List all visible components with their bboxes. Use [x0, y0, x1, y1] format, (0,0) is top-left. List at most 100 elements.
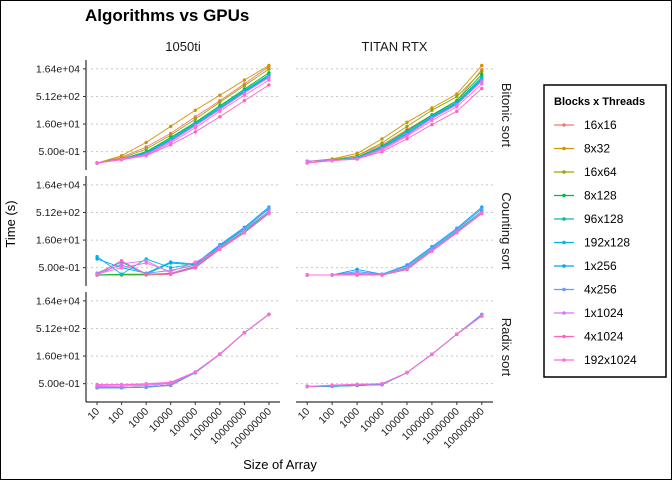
data-point-8x32 [455, 92, 459, 96]
legend-swatch-point [562, 170, 566, 174]
data-point-192x1024 [144, 153, 148, 157]
data-point-192x1024 [242, 331, 247, 335]
legend-label: 192x1024 [584, 353, 637, 367]
y-tick-label: 1.64e+04 [36, 63, 80, 75]
panel-1050ti-bitonic-sort [86, 63, 280, 165]
series-line-16x16 [96, 66, 270, 164]
legend-items: 16x16 8x32 16x64 8x128 96x128 192x128 1x256 4x2… [554, 118, 637, 367]
data-point-4x1024 [242, 99, 247, 103]
data-point-4x1024 [193, 266, 197, 270]
data-point-8x32 [405, 120, 409, 125]
data-point-4x1024 [455, 109, 459, 114]
data-point-192x1024 [430, 118, 434, 123]
data-point-192x1024 [242, 93, 247, 97]
series-line-192x1024 [307, 213, 483, 276]
data-point-192x1024 [144, 261, 148, 265]
legend-swatch-point [562, 217, 566, 221]
data-point-16x64 [405, 124, 409, 129]
series-line-1x256 [96, 206, 270, 274]
series-line-96x128 [96, 210, 270, 275]
legend-swatch-point [562, 193, 566, 198]
data-point-1x1024 [267, 75, 271, 80]
data-point-16x64 [144, 147, 148, 151]
data-point-8x32 [169, 124, 173, 129]
data-point-4x1024 [119, 259, 124, 263]
data-point-192x1024 [119, 382, 124, 387]
data-point-8x32 [119, 154, 124, 158]
series-line-8x32 [307, 65, 483, 162]
data-point-192x1024 [267, 312, 271, 317]
legend-label: 1x1024 [584, 306, 624, 320]
facet-label-radix-sort: Radix sort [499, 318, 514, 377]
data-point-192x1024 [380, 273, 384, 277]
data-point-192x1024 [330, 273, 334, 277]
data-point-1x256 [95, 257, 99, 261]
data-point-16x64 [480, 69, 484, 74]
data-point-192x1024 [193, 370, 197, 374]
legend-title: Blocks x Threads [554, 96, 645, 108]
data-point-192x1024 [305, 273, 309, 277]
data-point-8x32 [193, 108, 197, 113]
data-point-192x1024 [355, 382, 359, 386]
data-point-4x1024 [144, 272, 148, 276]
panel-1050ti-counting-sort [86, 184, 280, 277]
data-point-192x1024 [330, 383, 334, 387]
data-point-192x128 [169, 266, 173, 270]
data-point-8x32 [267, 63, 271, 68]
panel-titan-rtx-radix-sort [296, 300, 493, 389]
facet-label-counting-sort: Counting sort [499, 192, 514, 270]
data-point-192x1024 [405, 370, 409, 375]
legend-swatch-point [562, 334, 566, 339]
data-point-192x1024 [480, 211, 484, 216]
y-tick-label: 1.60e+01 [36, 235, 80, 247]
legend-item-4x256: 4x256 [554, 283, 617, 297]
data-point-16x64 [430, 108, 434, 113]
legend: Blocks x Threads 16x16 8x32 16x64 8x128 96x1… [543, 84, 667, 378]
chart-title: Algorithms vs GPUs [85, 6, 249, 25]
legend-item-96x128: 96x128 [554, 212, 624, 226]
data-point-192x128 [119, 272, 124, 276]
x-axis-label: Size of Array [243, 457, 317, 472]
data-point-192x1024 [193, 126, 197, 130]
data-point-192x1024 [95, 272, 99, 276]
data-point-192x1024 [144, 382, 148, 386]
data-point-8x32 [480, 63, 484, 68]
legend-item-1x256: 1x256 [554, 259, 617, 273]
data-point-192x1024 [330, 159, 334, 163]
facet-label-1050ti: 1050ti [165, 39, 201, 54]
data-point-192x1024 [218, 352, 222, 356]
legend-swatch-point [562, 123, 566, 127]
data-point-4x1024 [480, 86, 484, 91]
series-line-192x1024 [97, 314, 270, 385]
legend-label: 16x64 [584, 165, 617, 179]
data-point-192x1024 [430, 249, 434, 253]
data-point-16x64 [380, 141, 384, 145]
panel-1050ti-radix-sort [86, 300, 280, 390]
y-axis-label: Time (s) [3, 200, 18, 247]
data-point-1x256 [169, 260, 173, 264]
data-point-192x1024 [95, 161, 99, 165]
series-line-16x64 [307, 71, 483, 162]
facet-label-titan-rtx: TITAN RTX [362, 39, 428, 54]
y-tick-label: 1.60e+01 [36, 119, 80, 131]
series-line-8x32 [96, 65, 270, 164]
legend-label: 96x128 [584, 212, 624, 226]
data-point-1x1024 [119, 262, 124, 266]
data-point-192x1024 [218, 247, 222, 251]
data-point-4x1024 [193, 130, 197, 134]
data-point-192x1024 [380, 148, 384, 152]
y-tick-label: 5.12e+02 [36, 207, 80, 219]
panel-titan-rtx-bitonic-sort [296, 63, 493, 165]
legend-label: 16x16 [584, 118, 617, 132]
legend-swatch-point [562, 240, 566, 245]
legend-label: 4x256 [584, 283, 617, 297]
data-point-192x1024 [95, 382, 99, 387]
data-point-4x1024 [267, 83, 271, 87]
data-point-192x1024 [119, 157, 124, 162]
data-point-192x1024 [455, 332, 459, 336]
series-line-192x1024 [307, 315, 483, 387]
legend-label: 8x128 [584, 189, 617, 203]
data-point-192x1024 [455, 231, 459, 235]
data-point-192x1024 [405, 134, 409, 138]
data-point-8x32 [218, 93, 222, 97]
